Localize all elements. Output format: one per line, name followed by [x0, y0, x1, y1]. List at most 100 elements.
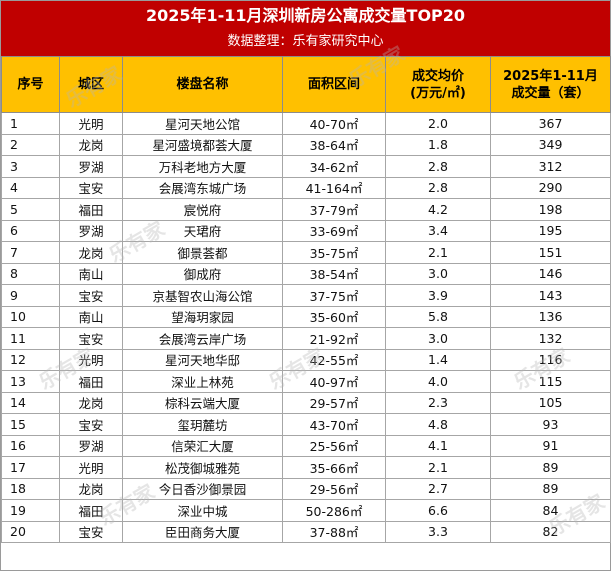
- volume-cell: 146: [490, 262, 611, 285]
- avg-price-cell: 4.2: [385, 198, 491, 221]
- rank-cell: 6: [1, 219, 60, 242]
- district-cell: 福田: [59, 370, 123, 393]
- volume-cell: 105: [490, 391, 611, 414]
- rank-cell: 13: [1, 370, 60, 393]
- volume-cell: 151: [490, 241, 611, 264]
- rank-cell: 18: [1, 477, 60, 500]
- table-body: 1 光明 星河天地公馆 40-70㎡ 2.0 367 2 龙岗 星河盛境都荟大厦 38-64㎡ 1.…: [1, 112, 611, 543]
- title-banner: 2025年1-11月深圳新房公寓成交量TOP20 数据整理：乐有家研究中心: [1, 1, 610, 56]
- project-name-cell: 天珺府: [122, 219, 283, 242]
- avg-price-cell: 3.3: [385, 520, 491, 543]
- table-row: 6 罗湖 天珺府 33-69㎡ 3.4 195: [1, 219, 611, 242]
- rank-cell: 15: [1, 413, 60, 436]
- volume-cell: 195: [490, 219, 611, 242]
- district-cell: 龙岗: [59, 477, 123, 500]
- table-row: 10 南山 望海玥家园 35-60㎡ 5.8 136: [1, 305, 611, 328]
- table-row: 14 龙岗 棕科云端大厦 29-57㎡ 2.3 105: [1, 391, 611, 414]
- area-range-cell: 43-70㎡: [282, 413, 386, 436]
- avg-price-cell: 3.4: [385, 219, 491, 242]
- table-row: 2 龙岗 星河盛境都荟大厦 38-64㎡ 1.8 349: [1, 133, 611, 156]
- area-range-cell: 37-75㎡: [282, 284, 386, 307]
- rank-cell: 1: [1, 112, 60, 135]
- col-header-district: 城区: [59, 56, 123, 113]
- district-cell: 光明: [59, 112, 123, 135]
- rank-cell: 20: [1, 520, 60, 543]
- area-range-cell: 38-54㎡: [282, 262, 386, 285]
- volume-cell: 290: [490, 176, 611, 199]
- avg-price-cell: 2.8: [385, 155, 491, 178]
- district-cell: 罗湖: [59, 434, 123, 457]
- table-row: 18 龙岗 今日香沙御景园 29-56㎡ 2.7 89: [1, 477, 611, 500]
- district-cell: 光明: [59, 348, 123, 371]
- district-cell: 南山: [59, 305, 123, 328]
- project-name-cell: 会展湾东城广场: [122, 176, 283, 199]
- project-name-cell: 星河天地公馆: [122, 112, 283, 135]
- area-range-cell: 35-66㎡: [282, 456, 386, 479]
- avg-price-cell: 2.7: [385, 477, 491, 500]
- district-cell: 光明: [59, 456, 123, 479]
- table-row: 17 光明 松茂御城雅苑 35-66㎡ 2.1 89: [1, 456, 611, 479]
- area-range-cell: 25-56㎡: [282, 434, 386, 457]
- project-name-cell: 星河天地华邸: [122, 348, 283, 371]
- rank-cell: 17: [1, 456, 60, 479]
- avg-price-cell: 1.4: [385, 348, 491, 371]
- area-range-cell: 40-70㎡: [282, 112, 386, 135]
- table-row: 19 福田 深业中城 50-286㎡ 6.6 84: [1, 499, 611, 522]
- volume-cell: 84: [490, 499, 611, 522]
- avg-price-cell: 4.1: [385, 434, 491, 457]
- project-name-cell: 会展湾云岸广场: [122, 327, 283, 350]
- avg-price-cell: 3.0: [385, 262, 491, 285]
- avg-price-cell: 4.0: [385, 370, 491, 393]
- area-range-cell: 35-75㎡: [282, 241, 386, 264]
- volume-cell: 93: [490, 413, 611, 436]
- volume-cell: 367: [490, 112, 611, 135]
- project-name-cell: 望海玥家园: [122, 305, 283, 328]
- volume-cell: 143: [490, 284, 611, 307]
- rank-cell: 5: [1, 198, 60, 221]
- project-name-cell: 今日香沙御景园: [122, 477, 283, 500]
- district-cell: 南山: [59, 262, 123, 285]
- rank-cell: 19: [1, 499, 60, 522]
- project-name-cell: 松茂御城雅苑: [122, 456, 283, 479]
- area-range-cell: 29-57㎡: [282, 391, 386, 414]
- area-range-cell: 41-164㎡: [282, 176, 386, 199]
- project-name-cell: 臣田商务大厦: [122, 520, 283, 543]
- area-range-cell: 37-88㎡: [282, 520, 386, 543]
- table-row: 15 宝安 玺玥麓坊 43-70㎡ 4.8 93: [1, 413, 611, 436]
- page-title: 2025年1-11月深圳新房公寓成交量TOP20: [145, 6, 466, 25]
- volume-cell: 89: [490, 477, 611, 500]
- table-header-row: 序号 城区 楼盘名称 面积区间 成交均价 (万元/㎡) 2025年1-11月 成交量…: [1, 56, 611, 113]
- col-header-area: 面积区间: [282, 56, 386, 113]
- area-range-cell: 38-64㎡: [282, 133, 386, 156]
- district-cell: 龙岗: [59, 133, 123, 156]
- area-range-cell: 34-62㎡: [282, 155, 386, 178]
- district-cell: 福田: [59, 499, 123, 522]
- rank-cell: 9: [1, 284, 60, 307]
- avg-price-cell: 4.8: [385, 413, 491, 436]
- volume-cell: 91: [490, 434, 611, 457]
- project-name-cell: 万科老地方大厦: [122, 155, 283, 178]
- col-header-volume: 2025年1-11月 成交量（套）: [490, 56, 611, 113]
- district-cell: 宝安: [59, 413, 123, 436]
- project-name-cell: 棕科云端大厦: [122, 391, 283, 414]
- rank-cell: 10: [1, 305, 60, 328]
- district-cell: 龙岗: [59, 391, 123, 414]
- district-cell: 宝安: [59, 327, 123, 350]
- district-cell: 龙岗: [59, 241, 123, 264]
- project-name-cell: 京基智农山海公馆: [122, 284, 283, 307]
- col-header-project: 楼盘名称: [122, 56, 283, 113]
- area-range-cell: 42-55㎡: [282, 348, 386, 371]
- district-cell: 罗湖: [59, 219, 123, 242]
- table-row: 1 光明 星河天地公馆 40-70㎡ 2.0 367: [1, 112, 611, 135]
- rank-cell: 4: [1, 176, 60, 199]
- avg-price-cell: 6.6: [385, 499, 491, 522]
- rank-cell: 12: [1, 348, 60, 371]
- area-range-cell: 21-92㎡: [282, 327, 386, 350]
- ranking-table: 序号 城区 楼盘名称 面积区间 成交均价 (万元/㎡) 2025年1-11月 成交量…: [1, 56, 611, 543]
- project-name-cell: 御景荟都: [122, 241, 283, 264]
- volume-cell: 198: [490, 198, 611, 221]
- avg-price-cell: 3.0: [385, 327, 491, 350]
- col-header-price: 成交均价 (万元/㎡): [385, 56, 491, 113]
- table-row: 3 罗湖 万科老地方大厦 34-62㎡ 2.8 312: [1, 155, 611, 178]
